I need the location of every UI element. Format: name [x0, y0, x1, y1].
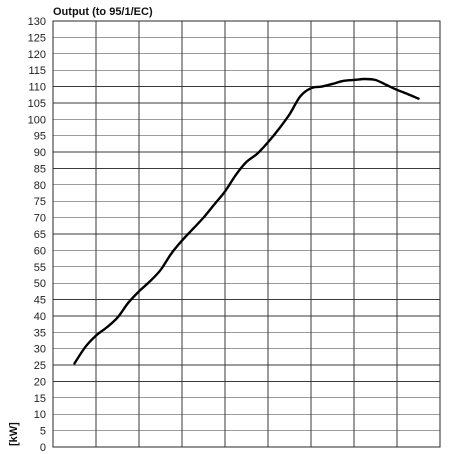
y-tick-label: 50	[34, 278, 46, 290]
y-tick-label: 95	[34, 131, 46, 143]
plot-frame	[52, 20, 441, 448]
y-tick-label: 130	[28, 16, 46, 28]
y-tick-label: 80	[34, 180, 46, 192]
y-tick-label: 70	[34, 213, 46, 225]
y-tick-label: 85	[34, 163, 46, 175]
y-tick-label: 100	[28, 114, 46, 126]
y-tick-label: 115	[28, 65, 46, 77]
y-tick-label: 5	[40, 426, 46, 438]
y-tick-label: 110	[28, 82, 46, 94]
output-curve-line	[73, 77, 420, 365]
y-tick-label: 65	[34, 229, 46, 241]
chart-title: Output (to 95/1/EC)	[53, 6, 153, 18]
y-tick-label: 35	[34, 327, 46, 339]
y-tick-label: 55	[34, 262, 46, 274]
y-tick-label: 20	[34, 376, 46, 388]
y-tick-label: 10	[34, 409, 46, 421]
y-tick-label: 0	[40, 442, 46, 454]
y-tick-label: 75	[34, 196, 46, 208]
y-tick-label: 45	[34, 295, 46, 307]
y-axis-label: [kW]	[8, 422, 20, 446]
y-tick-label: 125	[28, 32, 46, 44]
series-layer	[73, 77, 420, 365]
y-tick-labels: 0 5 10 15 20 25 30 35 40 45 50 55 60 65 70 75 80 85 90 95 10…	[28, 16, 46, 454]
y-tick-label: 15	[34, 393, 46, 405]
y-tick-label: 120	[28, 49, 46, 61]
y-tick-label: 40	[34, 311, 46, 323]
y-tick-label: 25	[34, 360, 46, 372]
y-tick-label: 30	[34, 344, 46, 356]
grid	[52, 20, 441, 448]
y-tick-label: 90	[34, 147, 46, 159]
y-tick-label: 60	[34, 245, 46, 257]
y-tick-label: 105	[28, 98, 46, 110]
